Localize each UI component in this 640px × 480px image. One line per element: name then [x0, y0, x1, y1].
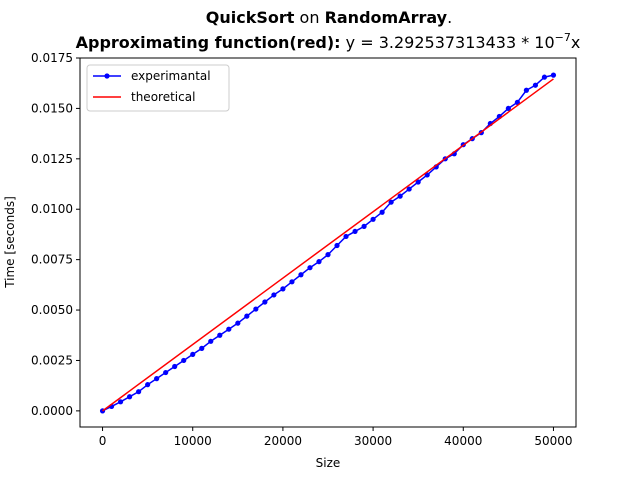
data-point-experimantal	[334, 242, 340, 249]
data-point-experimantal	[172, 363, 178, 370]
x-tick-label: 10000	[174, 434, 212, 448]
y-tick-label: 0.0000	[31, 404, 73, 418]
data-point-experimantal	[523, 87, 530, 93]
data-point-experimantal	[325, 252, 331, 258]
x-axis-label: Size	[316, 456, 341, 470]
data-point-experimantal	[550, 72, 557, 78]
data-point-experimantal	[127, 394, 133, 400]
data-point-experimantal	[541, 74, 548, 80]
chart-title-line1: QuickSort on RandomArray.	[206, 8, 452, 27]
y-tick-label: 0.0100	[31, 202, 73, 216]
y-tick-label: 0.0075	[31, 253, 73, 267]
data-point-experimantal	[532, 82, 539, 88]
data-point-experimantal	[397, 193, 403, 199]
x-tick-label: 30000	[354, 434, 392, 448]
title-equation-suffix: x	[571, 33, 580, 52]
y-tick-label: 0.0175	[31, 51, 73, 65]
data-point-experimantal	[154, 376, 160, 382]
data-point-experimantal	[163, 369, 169, 376]
legend-marker-experimantal	[104, 73, 110, 79]
data-point-experimantal	[379, 209, 385, 215]
data-point-experimantal	[388, 199, 394, 205]
data-point-experimantal	[262, 299, 268, 305]
data-point-experimantal	[406, 186, 412, 192]
legend: experimantal theoretical	[86, 64, 230, 112]
title-exponent: −7	[555, 31, 571, 44]
x-tick-label: 40000	[444, 434, 482, 448]
x-tick-label: 50000	[534, 434, 572, 448]
x-axis-ticks: 0 10000 20000 30000 40000 50000	[99, 427, 573, 448]
data-point-experimantal	[117, 399, 124, 405]
data-point-experimantal	[352, 228, 358, 235]
y-tick-label: 0.0050	[31, 303, 73, 317]
y-axis-label: Time [seconds]	[3, 196, 17, 289]
data-point-experimantal	[235, 320, 241, 326]
series-layer	[99, 72, 557, 414]
y-tick-label: 0.0025	[31, 353, 73, 367]
data-point-experimantal	[280, 286, 286, 292]
data-point-experimantal	[226, 326, 232, 332]
y-axis-ticks: 0.0000 0.0025 0.0050 0.0075 0.0100 0.0125 0.01…	[31, 51, 80, 418]
data-point-experimantal	[505, 105, 511, 112]
y-tick-label: 0.0150	[31, 101, 73, 115]
title-input: RandomArray	[325, 8, 448, 27]
data-point-experimantal	[145, 382, 151, 388]
chart-title-line2: Approximating function(red): y = 3.29253…	[76, 31, 581, 52]
legend-label-experimantal: experimantal	[131, 69, 211, 83]
title-approx-label: Approximating function(red):	[76, 33, 341, 52]
title-equation: y = 3.292537313433 * 10	[341, 33, 555, 52]
data-point-experimantal	[253, 306, 259, 312]
data-point-experimantal	[199, 345, 205, 351]
data-point-experimantal	[289, 279, 295, 285]
data-point-experimantal	[181, 357, 187, 364]
data-point-experimantal	[190, 351, 196, 358]
data-point-experimantal	[316, 259, 322, 265]
x-tick-label: 20000	[264, 434, 302, 448]
title-dot: .	[447, 8, 452, 27]
data-point-experimantal	[361, 223, 367, 229]
data-point-experimantal	[244, 313, 250, 319]
legend-box	[86, 64, 230, 112]
data-point-experimantal	[208, 338, 214, 344]
data-point-experimantal	[307, 265, 313, 271]
data-point-experimantal	[415, 179, 421, 185]
data-point-experimantal	[271, 292, 277, 298]
x-tick-label: 0	[99, 434, 107, 448]
data-point-experimantal	[343, 233, 349, 240]
title-algorithm: QuickSort	[206, 8, 295, 27]
legend-label-theoretical: theoretical	[131, 90, 195, 104]
y-tick-label: 0.0125	[31, 152, 73, 166]
data-point-experimantal	[298, 272, 304, 278]
data-point-experimantal	[136, 389, 142, 395]
plot-area	[79, 57, 577, 428]
data-point-experimantal	[217, 332, 223, 338]
axes-frame	[79, 57, 577, 428]
title-on: on	[294, 8, 324, 27]
series-line-theoretical	[102, 78, 554, 412]
data-point-experimantal	[370, 216, 376, 222]
